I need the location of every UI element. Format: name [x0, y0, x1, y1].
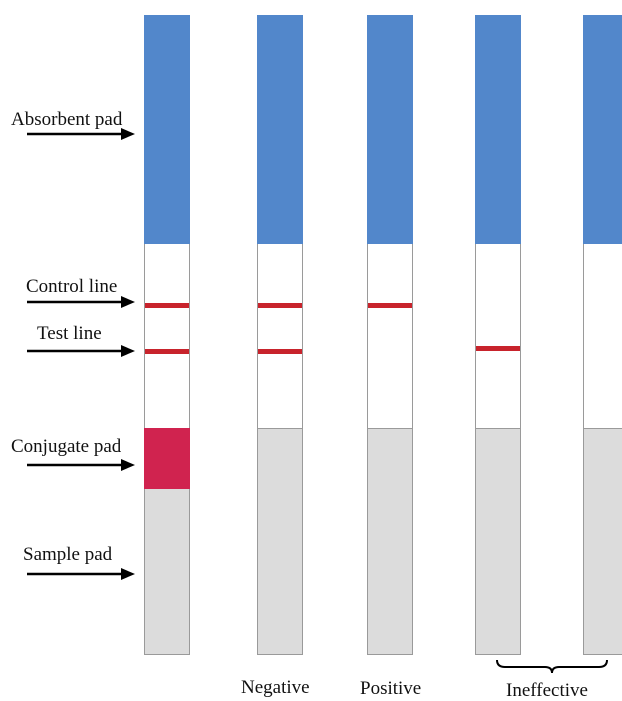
sample-pad-segment	[144, 489, 190, 655]
arrow-control-line	[27, 296, 135, 308]
control-line-band	[258, 303, 302, 308]
strip-positive	[367, 15, 413, 655]
arrow-sample-pad	[27, 568, 135, 580]
strip-ineffective-1	[475, 15, 521, 655]
membrane-segment	[583, 244, 622, 428]
absorbent-pad-segment	[257, 15, 303, 244]
label-positive: Positive	[360, 678, 422, 699]
label-control-line: Control line	[26, 276, 118, 297]
ineffective-brace	[496, 659, 608, 674]
arrow-conjugate-pad	[27, 459, 135, 471]
sample-pad-segment	[583, 428, 622, 655]
label-sample-pad: Sample pad	[23, 544, 113, 565]
strip-ineffective-2	[583, 15, 622, 655]
conjugate-pad-segment	[144, 428, 190, 489]
absorbent-pad-segment	[583, 15, 622, 244]
label-test-line: Test line	[37, 323, 102, 344]
arrow-absorbent-pad	[27, 128, 135, 140]
membrane-segment	[475, 244, 521, 428]
membrane-segment	[367, 244, 413, 428]
label-negative: Negative	[241, 677, 310, 698]
sample-pad-segment	[475, 428, 521, 655]
strip-reference	[144, 15, 190, 655]
absorbent-pad-segment	[144, 15, 190, 244]
membrane-segment	[257, 244, 303, 428]
absorbent-pad-segment	[367, 15, 413, 244]
arrow-test-line	[27, 345, 135, 357]
label-conjugate-pad: Conjugate pad	[11, 436, 122, 457]
control-line-band	[368, 303, 412, 308]
control-line-band	[145, 303, 189, 308]
membrane-segment	[144, 244, 190, 428]
test-line-band	[476, 346, 520, 351]
label-ineffective: Ineffective	[506, 680, 588, 701]
strip-negative	[257, 15, 303, 655]
sample-pad-segment	[257, 428, 303, 655]
test-line-band	[145, 349, 189, 354]
label-absorbent-pad: Absorbent pad	[11, 109, 123, 130]
absorbent-pad-segment	[475, 15, 521, 244]
test-line-band	[258, 349, 302, 354]
sample-pad-segment	[367, 428, 413, 655]
